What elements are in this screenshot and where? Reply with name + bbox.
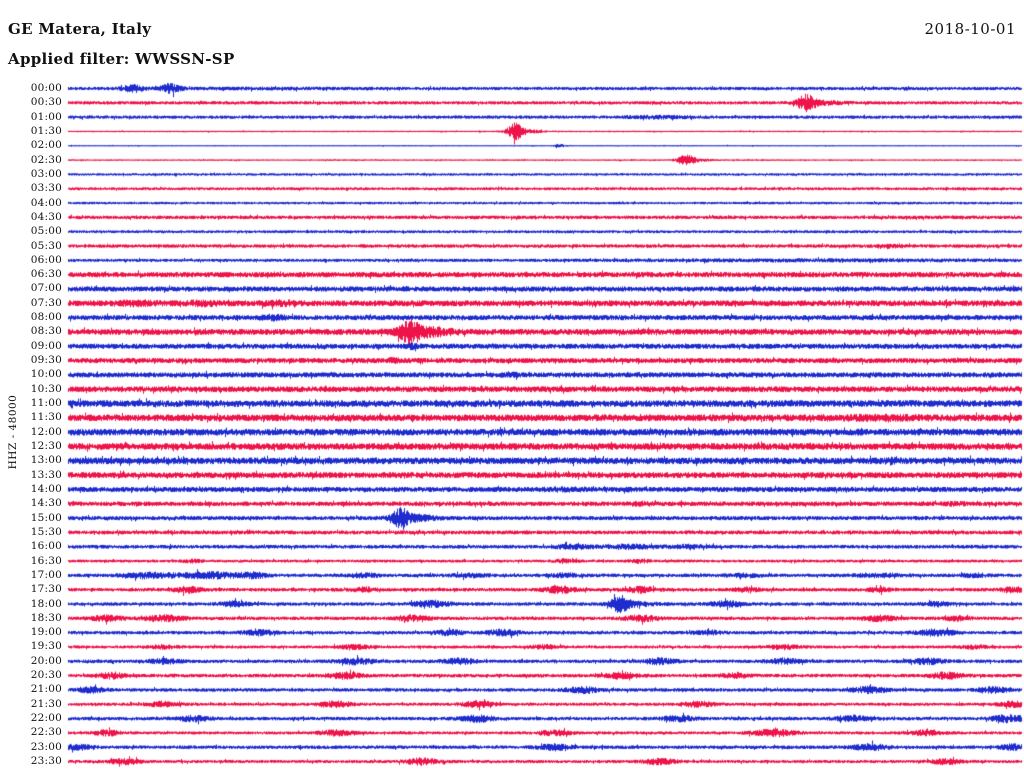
time-label: 04:30	[30, 210, 62, 223]
time-label: 05:30	[30, 239, 62, 252]
time-label: 11:00	[30, 397, 62, 410]
time-label: 00:00	[30, 82, 62, 94]
time-label: 16:00	[30, 540, 62, 553]
time-label: 00:30	[30, 96, 62, 109]
time-label: 15:00	[30, 511, 62, 524]
time-label: 19:00	[30, 626, 62, 639]
time-label: 21:30	[30, 697, 62, 710]
time-label: 13:00	[30, 454, 62, 467]
time-label: 20:30	[30, 669, 62, 682]
time-label: 17:30	[30, 583, 62, 596]
time-label: 09:30	[30, 354, 62, 367]
time-label: 22:00	[30, 712, 62, 725]
time-label: 05:00	[30, 225, 62, 238]
time-label: 13:30	[30, 468, 62, 481]
time-label: 01:00	[30, 110, 62, 123]
time-label: 11:30	[30, 411, 62, 424]
time-label: 18:00	[30, 597, 62, 610]
time-label: 22:30	[30, 726, 62, 739]
time-label: 14:30	[30, 497, 62, 510]
time-label: 17:00	[30, 568, 62, 581]
time-label: 12:30	[30, 440, 62, 452]
time-label: 16:30	[30, 554, 62, 567]
time-label: 12:00	[30, 425, 62, 438]
time-label: 14:00	[30, 482, 62, 495]
time-label: 06:30	[30, 268, 62, 281]
time-label: 23:00	[30, 740, 62, 753]
time-label: 08:30	[30, 325, 62, 338]
time-label: 02:00	[30, 139, 62, 152]
time-label: 21:00	[30, 683, 62, 696]
time-label: 03:00	[30, 167, 62, 180]
time-label: 15:30	[30, 525, 62, 538]
time-label: 03:30	[30, 182, 62, 195]
time-label: 06:00	[30, 253, 62, 266]
time-label: 02:30	[30, 153, 62, 166]
time-label: 09:00	[30, 339, 62, 352]
time-label: 23:30	[30, 755, 62, 768]
time-label: 18:30	[30, 611, 62, 624]
time-label: 01:30	[30, 124, 62, 137]
time-label: 07:00	[30, 282, 62, 295]
time-label: 10:30	[30, 382, 62, 395]
time-label: 20:00	[30, 654, 62, 667]
time-label: 04:00	[30, 196, 62, 209]
time-label: 10:00	[30, 368, 62, 381]
time-label: 07:30	[30, 296, 62, 309]
time-label: 08:00	[30, 311, 62, 324]
time-label: 19:30	[30, 640, 62, 653]
